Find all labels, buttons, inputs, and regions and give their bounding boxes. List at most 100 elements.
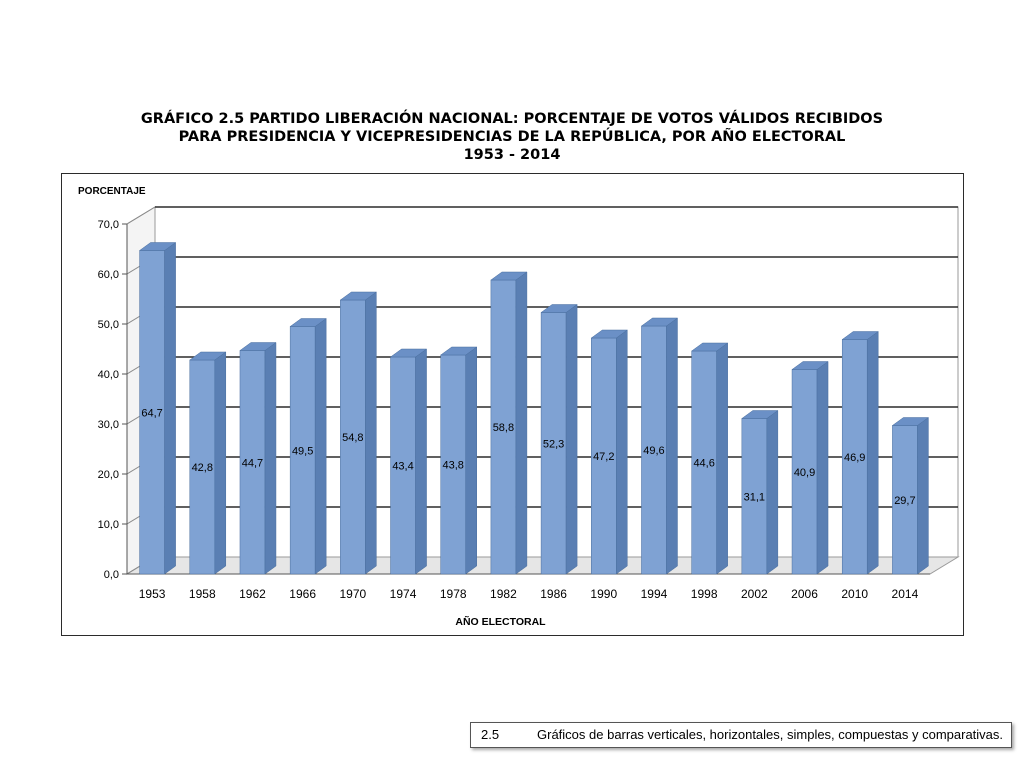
x-tick-label: 1953 (139, 587, 166, 601)
data-label: 47,2 (593, 451, 614, 463)
bar-chart: 0,0 10,0 20,0 30,0 40,0 50,0 60,0 70,0 PORCENTAJ… (78, 186, 960, 628)
bar (690, 342, 729, 575)
bar-top (138, 242, 177, 251)
y-tick-label: 40,0 (98, 369, 119, 381)
data-label: 52,3 (543, 438, 564, 450)
chart-title: GRÁFICO 2.5 PARTIDO LIBERACIÓN NACIONAL:… (0, 110, 1024, 164)
bar (891, 417, 930, 575)
data-label: 43,8 (443, 460, 464, 472)
bar-front (641, 325, 667, 575)
bar (239, 342, 277, 575)
data-label: 29,7 (894, 495, 915, 507)
bar-side (816, 361, 829, 575)
bar-side (415, 348, 427, 575)
data-label: 43,4 (392, 461, 413, 473)
y-tick-label: 20,0 (98, 469, 119, 481)
bar-side (565, 304, 578, 575)
bar-top (490, 271, 528, 281)
bar-front (139, 250, 165, 575)
bar-top (289, 318, 327, 327)
bar-front (892, 425, 918, 575)
bar-top (339, 291, 378, 301)
x-tick-label: 1986 (540, 587, 567, 601)
x-tick-label: 1978 (440, 587, 467, 601)
bar (490, 271, 528, 575)
bar-side (716, 342, 728, 575)
y-tick-label: 10,0 (98, 519, 119, 531)
x-tick-label: 1982 (490, 587, 517, 601)
title-line-1: GRÁFICO 2.5 PARTIDO LIBERACIÓN NACIONAL:… (140, 111, 884, 127)
y-tick-label: 50,0 (98, 319, 119, 331)
bar-front (390, 356, 416, 575)
x-tick-label: 2006 (791, 587, 818, 601)
bar-front (741, 418, 768, 575)
x-tick-label: 1994 (641, 587, 668, 601)
bar (540, 304, 578, 575)
bar-front (791, 369, 818, 575)
bar-top (690, 342, 729, 352)
x-tick-label: 1974 (390, 587, 417, 601)
data-label: 54,8 (342, 432, 363, 444)
bar-side (866, 331, 879, 575)
bar-top (640, 317, 679, 327)
bar-front (239, 350, 266, 575)
bar-top (189, 351, 227, 361)
x-axis-title: AÑO ELECTORAL (455, 615, 546, 628)
bar (289, 318, 327, 575)
bar-top (590, 329, 629, 339)
data-label: 58,8 (493, 422, 514, 434)
bar (841, 331, 879, 575)
bar-front (189, 359, 216, 575)
data-label: 42,8 (192, 462, 213, 474)
section-title: Gráficos de barras verticales, horizonta… (537, 727, 1004, 742)
bar-front (691, 350, 717, 575)
bar-top (841, 331, 879, 340)
y-tick-label: 0,0 (104, 569, 119, 581)
bar (791, 361, 829, 575)
x-tick-label: 2002 (741, 587, 768, 601)
chart-area: 0,0 10,0 20,0 30,0 40,0 50,0 60,0 70,0 PORCENTAJ… (61, 173, 964, 636)
x-tick-label: 1962 (239, 587, 266, 601)
section-caption: 2.5 Gráficos de barras verticales, horiz… (470, 722, 1012, 748)
bar-front (591, 337, 617, 575)
bar-top (741, 410, 779, 419)
bar-side (314, 318, 327, 575)
bar-front (841, 339, 868, 575)
x-tick-label: 1970 (339, 587, 366, 601)
y-tick-label: 70,0 (98, 219, 119, 231)
y-tick-label: 60,0 (98, 269, 119, 281)
bar (439, 346, 478, 575)
gridline-depth (126, 206, 156, 225)
bar-side (365, 291, 377, 575)
bar-front (289, 326, 316, 575)
bar-top (439, 346, 478, 356)
y-axis-title: PORCENTAJE (78, 186, 146, 197)
bar-front (440, 354, 466, 575)
data-label: 31,1 (744, 491, 765, 503)
bar (640, 317, 679, 575)
y-tick-label: 30,0 (98, 419, 119, 431)
title-line-2: PARA PRESIDENCIA Y VICEPRESIDENCIAS DE L… (178, 129, 846, 145)
bar-front (490, 279, 517, 575)
bar (590, 329, 629, 575)
bar (138, 242, 177, 575)
bar-top (389, 348, 428, 358)
bar-top (540, 304, 578, 313)
bar-side (917, 417, 929, 575)
bar-side (164, 242, 176, 575)
x-tick-label: 1990 (590, 587, 617, 601)
bar-side (766, 410, 779, 575)
data-label: 64,7 (141, 407, 162, 419)
bar (389, 348, 428, 575)
bar-side (465, 346, 477, 575)
data-label: 44,6 (693, 458, 714, 470)
bar-front (540, 312, 567, 575)
data-label: 46,9 (844, 452, 865, 464)
bar-top (791, 361, 829, 370)
bar (339, 291, 378, 575)
bar-side (616, 329, 628, 575)
x-tick-label: 1958 (189, 587, 216, 601)
bar-top (891, 417, 930, 426)
bar-side (264, 342, 277, 575)
title-line-3: 1953 - 2014 (463, 147, 561, 163)
